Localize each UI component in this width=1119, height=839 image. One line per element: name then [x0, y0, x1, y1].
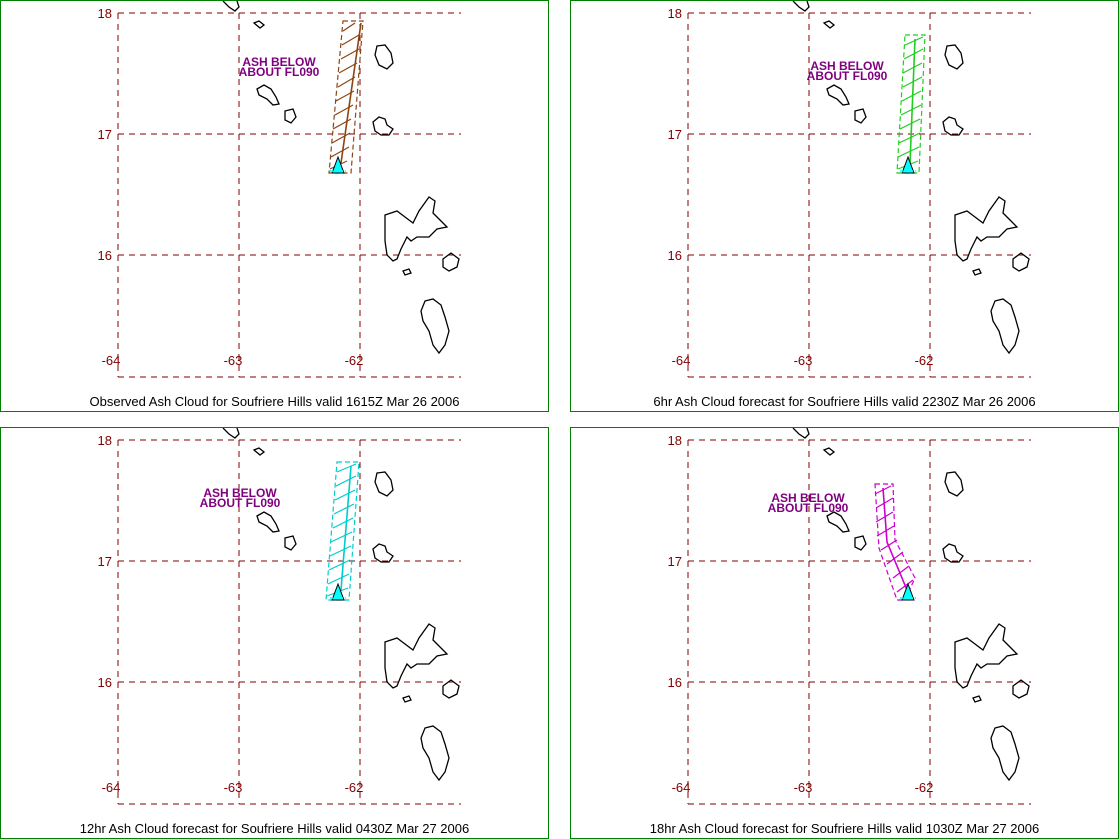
lon-label-62: -62 — [345, 353, 364, 368]
lon-label-63: -63 — [224, 780, 243, 795]
map-svg: 18 17 16 -64 -63 -62 — [98, 428, 461, 805]
lat-label-16: 16 — [98, 675, 112, 690]
lon-label-64: -64 — [672, 353, 691, 368]
lat-label-16: 16 — [98, 248, 112, 263]
lat-label-18: 18 — [668, 6, 682, 21]
volcano-marker — [900, 582, 916, 601]
graticule — [117, 12, 461, 378]
lat-label-16: 16 — [668, 248, 682, 263]
lon-label-64: -64 — [102, 353, 121, 368]
lon-label-62: -62 — [345, 780, 364, 795]
ash-cloud-polygon — [896, 34, 926, 174]
lat-label-16: 16 — [668, 675, 682, 690]
map-svg: 18 17 16 -64 -63 -62 — [668, 428, 1031, 805]
map-panel-forecast-12hr: 18 17 16 -64 -63 -62 — [0, 427, 549, 839]
lat-label-18: 18 — [668, 433, 682, 448]
panel-caption: 6hr Ash Cloud forecast for Soufriere Hil… — [653, 394, 1036, 409]
ash-label-line2: ABOUT FL090 — [768, 501, 849, 515]
coastlines — [792, 428, 1030, 782]
graticule — [117, 439, 461, 805]
ash-label-line1: ASH BELOW — [203, 486, 277, 500]
volcano-marker — [330, 582, 346, 601]
lat-label-17: 17 — [668, 554, 682, 569]
lon-label-63: -63 — [224, 353, 243, 368]
panel-caption: 12hr Ash Cloud forecast for Soufriere Hi… — [79, 821, 470, 836]
map-svg: 18 17 16 -64 -63 -62 — [668, 1, 1031, 378]
volcano-marker — [900, 155, 916, 174]
map-panel-observed: 18 17 16 -64 -63 -62 — [0, 0, 549, 412]
graticule — [687, 12, 1031, 378]
lon-label-63: -63 — [794, 353, 813, 368]
ash-cloud-polygon — [874, 483, 916, 601]
coastlines — [792, 1, 1030, 355]
lat-label-17: 17 — [98, 127, 112, 142]
map-svg: 18 17 16 -64 -63 -62 — [98, 1, 461, 378]
ash-label-line1: ASH BELOW — [810, 59, 884, 73]
ash-cloud-polygon — [325, 461, 360, 601]
map-panel-forecast-6hr: 18 17 16 -64 -63 -62 — [570, 0, 1119, 412]
lon-label-64: -64 — [672, 780, 691, 795]
graticule — [687, 439, 1031, 805]
ash-label-line1: ASH BELOW — [771, 491, 845, 505]
panel-caption: Observed Ash Cloud for Soufriere Hills v… — [89, 394, 460, 409]
coastlines — [222, 428, 460, 782]
lon-label-64: -64 — [102, 780, 121, 795]
ash-label-line2: ABOUT FL090 — [807, 69, 888, 83]
panel-caption: 18hr Ash Cloud forecast for Soufriere Hi… — [649, 821, 1040, 836]
ash-label-line1: ASH BELOW — [242, 55, 316, 69]
lon-label-63: -63 — [794, 780, 813, 795]
lat-label-17: 17 — [668, 127, 682, 142]
volcano-marker — [330, 155, 346, 174]
ash-label-line2: ABOUT FL090 — [200, 496, 281, 510]
lon-label-62: -62 — [915, 353, 934, 368]
ash-label-line2: ABOUT FL090 — [239, 65, 320, 79]
lat-label-17: 17 — [98, 554, 112, 569]
coastlines — [222, 1, 460, 355]
ash-cloud-polygon — [328, 20, 364, 174]
lat-label-18: 18 — [98, 433, 112, 448]
map-panel-forecast-18hr: 18 17 16 -64 -63 -62 — [570, 427, 1119, 839]
lon-label-62: -62 — [915, 780, 934, 795]
lat-label-18: 18 — [98, 6, 112, 21]
